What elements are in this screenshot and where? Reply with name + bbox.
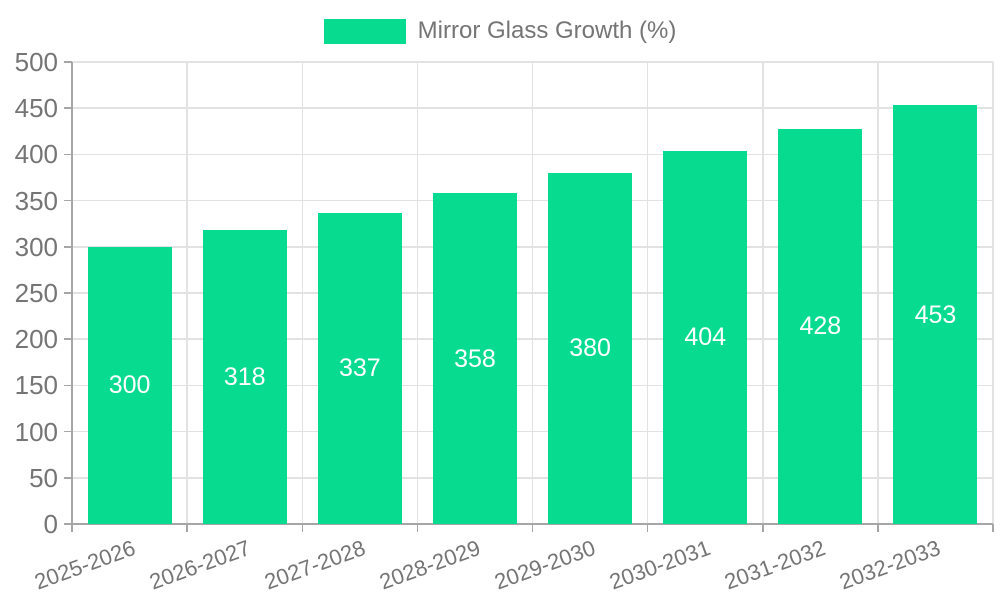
legend-swatch [323, 18, 406, 44]
x-axis-tick [646, 524, 649, 532]
x-axis-tick [531, 524, 534, 532]
x-axis-tick [186, 524, 188, 532]
y-axis-tick [64, 292, 72, 294]
x-axis-tick [992, 524, 994, 532]
bar-value-label: 428 [799, 312, 842, 341]
bar [317, 212, 402, 524]
x-tick-label: 2025-2026 [30, 535, 139, 595]
x-axis-tick [301, 524, 303, 532]
horizontal-gridline [72, 107, 993, 109]
y-axis-tick [64, 477, 72, 479]
horizontal-gridline [72, 477, 993, 479]
bar-value-label: 404 [684, 323, 727, 352]
y-axis-tick [64, 107, 72, 109]
y-axis-tick [64, 199, 72, 202]
horizontal-gridline [72, 199, 993, 202]
x-axis-tick [762, 524, 764, 532]
y-axis-tick [64, 338, 72, 340]
x-axis-tick [416, 524, 419, 532]
y-tick-label: 100 [14, 416, 58, 447]
y-tick-label: 200 [14, 324, 58, 355]
x-tick-label: 2028-2029 [376, 535, 484, 595]
y-tick-label: 250 [14, 278, 58, 308]
bar [663, 150, 748, 524]
y-tick-label: 150 [14, 370, 58, 401]
x-axis-tick [71, 524, 73, 532]
bar [893, 105, 978, 524]
x-tick-label: 2027-2028 [260, 535, 369, 595]
y-axis-tick [64, 61, 72, 63]
y-tick-label: 350 [14, 185, 58, 216]
y-axis-tick [64, 246, 72, 248]
legend-item[interactable]: Mirror Glass Growth (%) [0, 17, 1000, 45]
y-tick-label: 400 [14, 139, 58, 170]
y-axis-tick [64, 153, 72, 156]
bar [432, 193, 517, 524]
horizontal-gridline [72, 292, 993, 294]
y-axis-line [71, 62, 73, 532]
x-tick-label: 2030-2031 [606, 535, 714, 595]
x-axis-line [64, 523, 993, 525]
bar [548, 172, 633, 524]
bar [202, 230, 287, 524]
y-tick-label: 500 [14, 47, 58, 77]
bar-value-label: 453 [914, 300, 957, 329]
x-tick-label: 2026-2027 [145, 535, 254, 595]
y-tick-label: 50 [29, 462, 58, 493]
x-tick-label: 2032-2033 [836, 535, 944, 595]
y-tick-label: 300 [14, 231, 58, 262]
horizontal-gridline [72, 430, 993, 433]
horizontal-gridline [72, 153, 993, 156]
y-axis-tick [64, 430, 72, 433]
y-tick-label: 0 [43, 509, 58, 539]
y-axis-tick [64, 384, 72, 387]
horizontal-gridline [72, 246, 993, 248]
bar-value-label: 358 [454, 344, 496, 373]
horizontal-gridline [72, 384, 993, 387]
x-tick-label: 2029-2030 [491, 535, 599, 595]
x-axis-tick [877, 524, 879, 532]
horizontal-gridline [72, 338, 993, 340]
bar-value-label: 300 [108, 371, 151, 400]
horizontal-gridline [72, 61, 993, 63]
vertical-gridline [992, 62, 994, 524]
legend-label: Mirror Glass Growth (%) [417, 17, 677, 44]
bar-value-label: 318 [223, 363, 266, 392]
bar-value-label: 380 [569, 334, 611, 363]
x-tick-label: 2031-2032 [721, 535, 829, 595]
bar-value-label: 337 [338, 354, 381, 383]
bar [778, 128, 863, 524]
y-tick-label: 450 [14, 93, 58, 124]
bar [87, 246, 172, 524]
